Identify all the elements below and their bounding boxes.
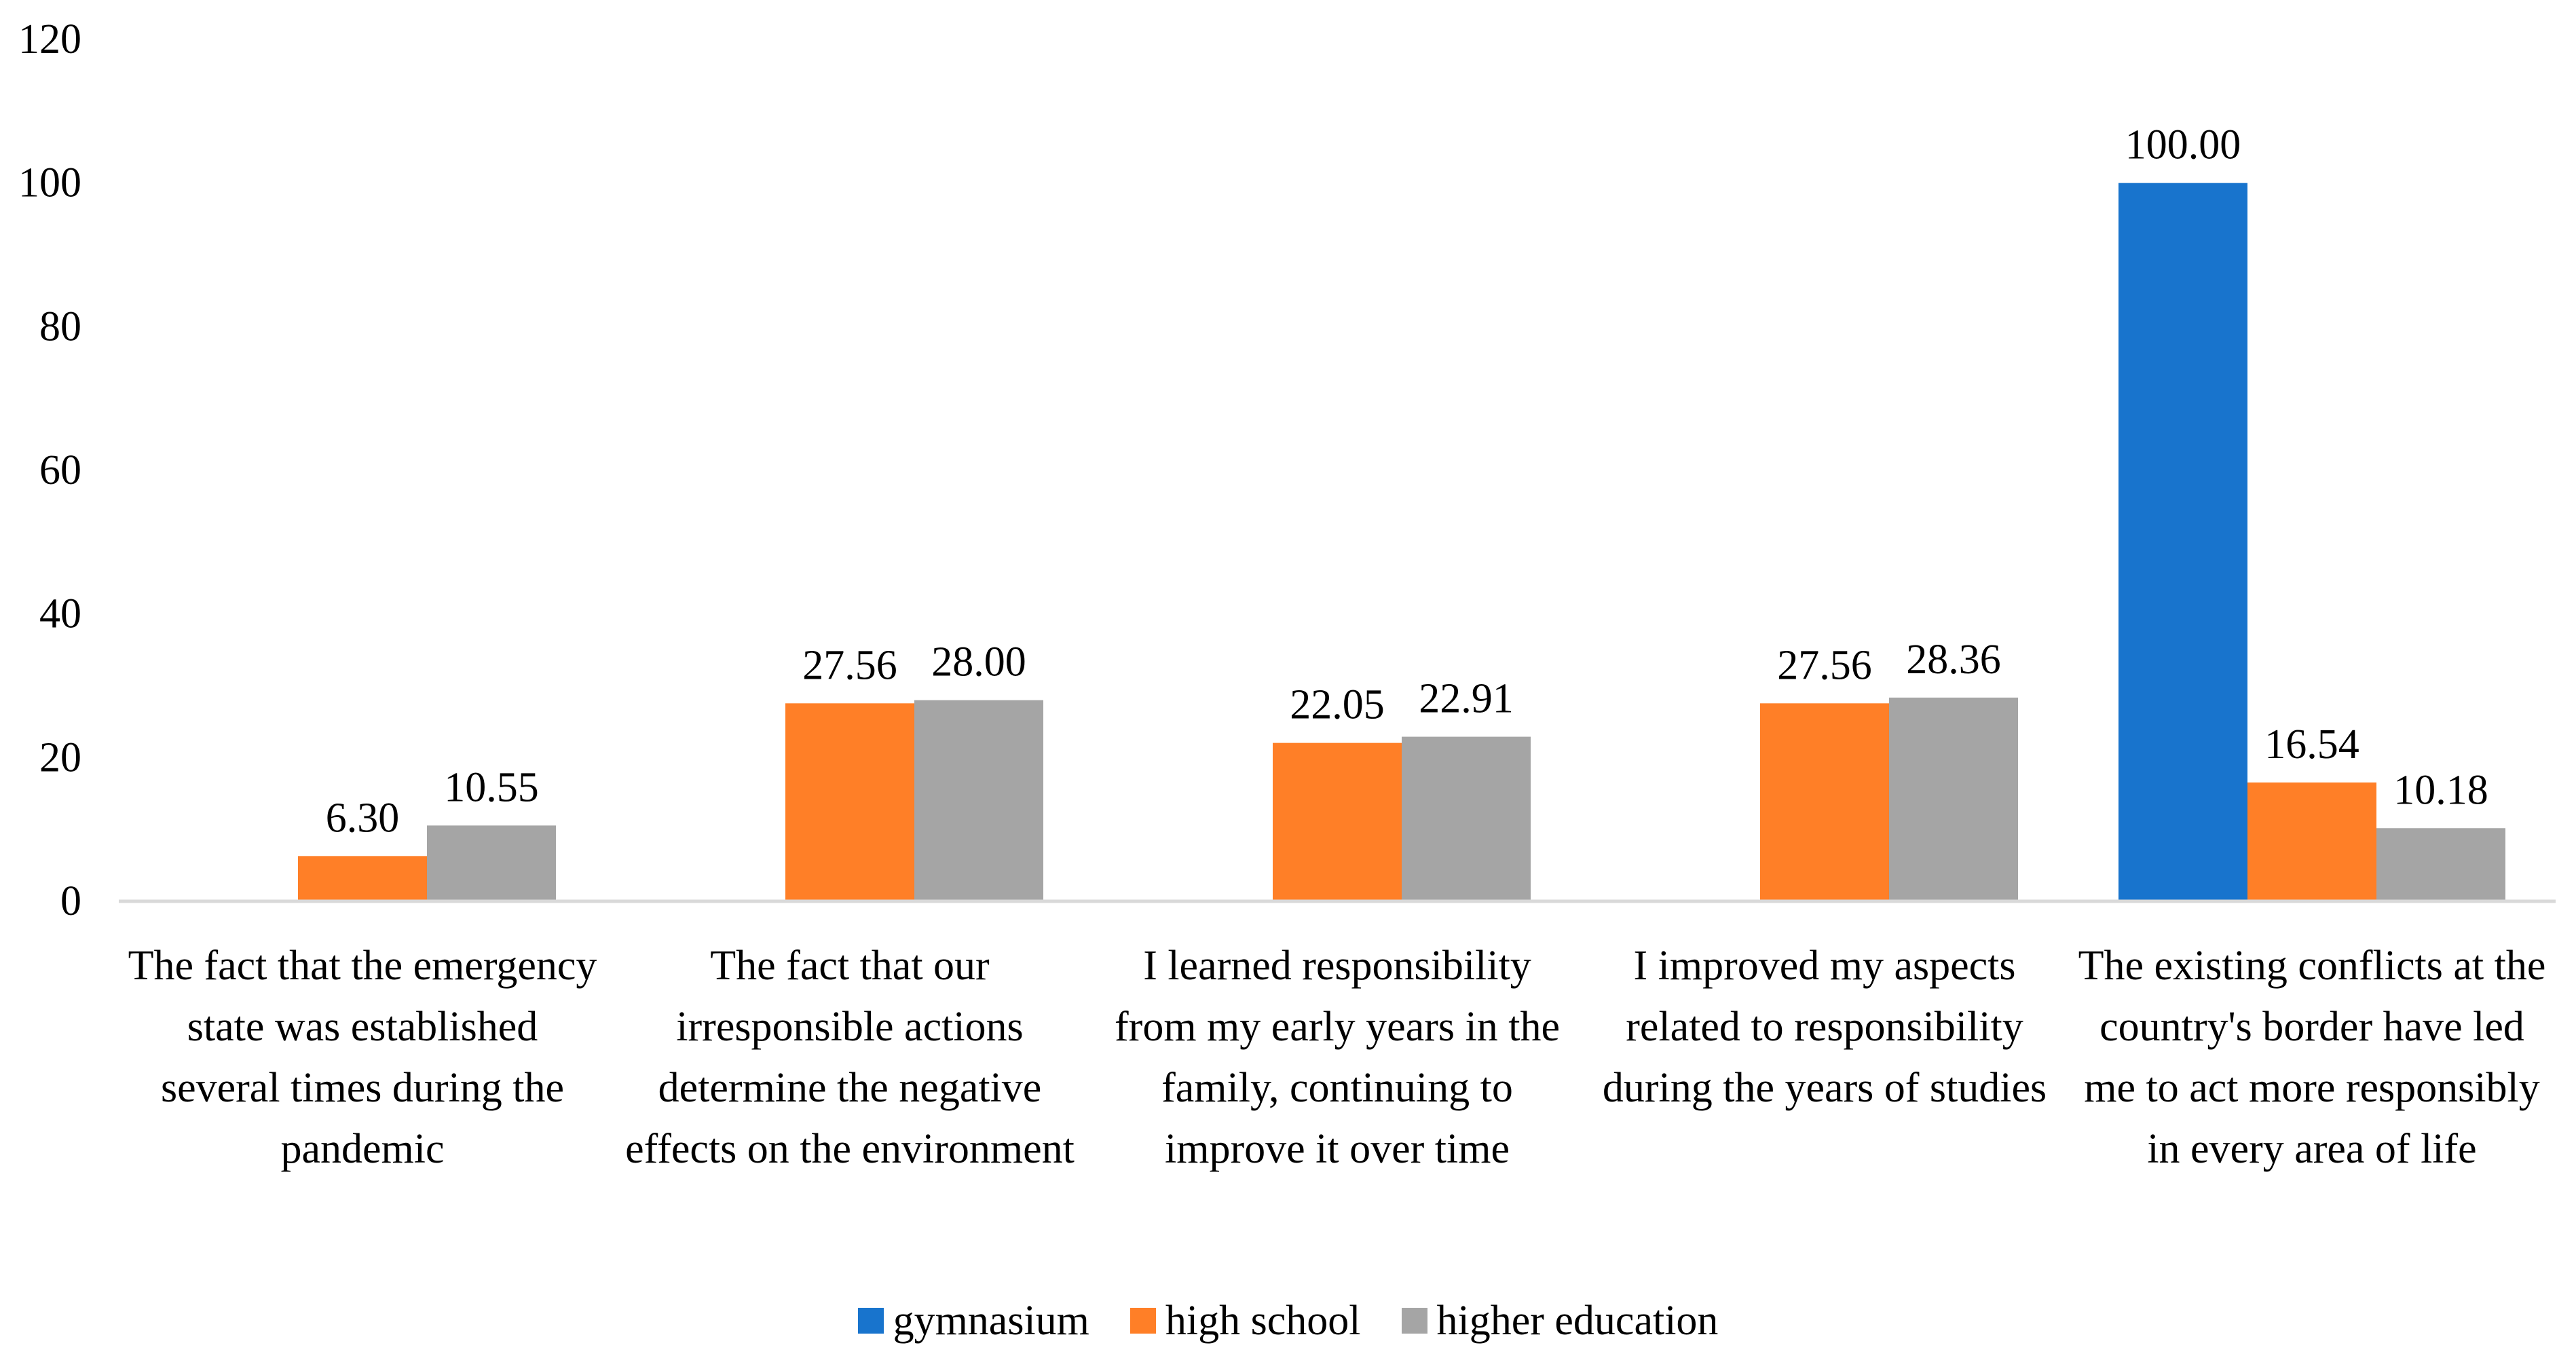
data-label: 27.56 [1777,642,1872,688]
category-label: The fact that the emergency state was es… [128,943,597,1172]
data-label: 27.56 [802,642,897,688]
data-label: 28.00 [931,639,1026,685]
y-tick-label: 120 [18,16,81,62]
y-tick-label: 40 [39,591,81,637]
bar [2118,183,2247,902]
y-tick-label: 60 [39,447,81,493]
y-tick-label: 20 [39,734,81,780]
bar [2376,828,2505,901]
category-label: I improved my aspects related to respons… [1602,943,2047,1111]
legend-swatch [857,1308,884,1334]
category-label: The fact that our irresponsible actions … [625,943,1075,1172]
bar [427,825,556,901]
bar [785,703,914,901]
legend-label: higher education [1436,1297,1719,1344]
legend: gymnasium high school higher education [0,1294,2576,1348]
bar [298,856,427,901]
bar [1273,742,1402,901]
data-label: 22.05 [1290,682,1385,728]
legend-item-high-school: high school [1130,1297,1361,1345]
legend-swatch [1401,1308,1427,1334]
data-label: 16.54 [2264,721,2359,768]
category-label: The existing conflicts at the country's … [2078,943,2546,1172]
legend-label: gymnasium [893,1297,1089,1344]
bar [914,700,1043,901]
data-label: 100.00 [2125,122,2241,168]
bar [2247,782,2376,901]
data-label: 10.55 [444,764,539,810]
legend-label: high school [1165,1297,1361,1344]
data-label: 10.18 [2393,767,2488,813]
bar [1889,697,2018,901]
legend-item-gymnasium: gymnasium [857,1297,1089,1345]
data-label: 22.91 [1419,676,1514,722]
legend-swatch [1130,1308,1156,1334]
legend-item-higher-education: higher education [1401,1297,1719,1345]
y-tick-label: 0 [60,878,81,924]
bar [1402,736,1531,901]
data-label: 6.30 [326,795,400,841]
bar [1760,703,1889,901]
y-tick-label: 80 [39,303,81,350]
category-label: I learned responsibility from my early y… [1115,943,1560,1172]
y-tick-label: 100 [18,160,81,206]
data-label: 28.36 [1906,637,2001,683]
